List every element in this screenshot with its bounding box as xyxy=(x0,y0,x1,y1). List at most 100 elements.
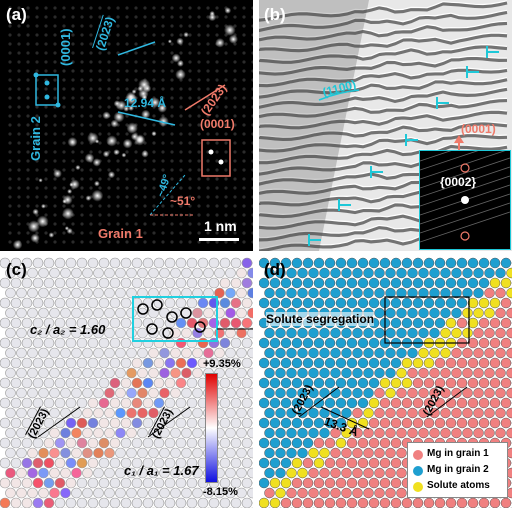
strain-atom xyxy=(115,367,126,379)
lattice-atom xyxy=(179,195,183,199)
strain-atom xyxy=(219,497,231,508)
lattice-atom xyxy=(17,222,21,226)
strain-atom xyxy=(43,297,55,309)
bright-atom-column xyxy=(91,189,104,202)
strain-atom xyxy=(181,487,192,499)
fringe-highlight xyxy=(259,67,508,85)
strain-atom xyxy=(82,287,93,299)
strain-atom xyxy=(27,287,38,299)
strain-atom xyxy=(225,467,236,479)
lattice-atom xyxy=(170,141,174,145)
lattice-atom xyxy=(134,78,138,82)
lattice-atom xyxy=(35,150,39,154)
model-atom xyxy=(467,357,479,369)
model-atom xyxy=(412,377,424,389)
lattice-atom xyxy=(242,204,246,208)
model-atom xyxy=(451,347,462,359)
strain-atom xyxy=(115,307,126,319)
lattice-atom xyxy=(17,114,21,118)
strain-atom xyxy=(131,397,143,409)
lattice-atom xyxy=(17,123,21,127)
lattice-atom xyxy=(71,168,75,172)
model-atom xyxy=(264,487,275,499)
lattice-atom xyxy=(170,231,174,235)
model-atom xyxy=(456,397,468,409)
lattice-atom xyxy=(170,60,174,64)
strain-atom xyxy=(65,377,77,389)
model-atom xyxy=(368,297,380,309)
strain-atom xyxy=(60,407,71,419)
lattice-atom xyxy=(80,222,84,226)
strain-atom xyxy=(120,317,132,329)
model-atom xyxy=(363,287,374,299)
lattice-fringe xyxy=(259,98,508,119)
model-atom xyxy=(390,477,402,489)
model-atom xyxy=(286,487,297,499)
model-atom xyxy=(297,347,308,359)
lattice-atom xyxy=(242,42,246,46)
model-atom xyxy=(335,417,347,429)
strain-atom xyxy=(159,407,170,419)
lattice-atom xyxy=(161,186,165,190)
model-atom xyxy=(401,497,413,508)
strain-atom xyxy=(225,367,236,379)
strain-atom xyxy=(27,387,38,399)
model-atom xyxy=(440,407,451,419)
strain-atom xyxy=(43,457,55,469)
strain-atom xyxy=(230,497,242,508)
lattice-atom xyxy=(197,24,201,28)
model-atom xyxy=(357,457,369,469)
lattice-atom xyxy=(152,33,156,37)
strain-atom xyxy=(236,447,247,459)
lattice-atom xyxy=(251,159,253,163)
strain-atom xyxy=(247,327,253,339)
lattice-atom xyxy=(197,114,201,118)
lattice-atom xyxy=(35,204,39,208)
lattice-atom xyxy=(116,231,120,235)
strain-atom xyxy=(164,317,176,329)
solute-site-circle xyxy=(180,307,192,319)
model-atom xyxy=(286,467,297,479)
strain-atom xyxy=(98,477,110,489)
lattice-atom xyxy=(125,222,129,226)
model-atom xyxy=(280,437,292,449)
model-atom xyxy=(451,407,462,419)
lattice-atom xyxy=(143,222,147,226)
lattice-atom xyxy=(89,186,93,190)
model-atom xyxy=(401,297,413,309)
strain-atom xyxy=(10,377,22,389)
lattice-atom xyxy=(89,114,93,118)
lattice-atom xyxy=(35,42,39,46)
strain-atom xyxy=(93,447,104,459)
lattice-atom xyxy=(26,114,30,118)
lattice-atom xyxy=(8,114,12,118)
lattice-atom xyxy=(179,33,183,37)
strain-atom xyxy=(71,327,82,339)
lattice-atom xyxy=(44,195,48,199)
model-atom xyxy=(269,257,281,269)
lattice-atom xyxy=(53,114,57,118)
bright-atom-column xyxy=(121,152,127,158)
fft-streak xyxy=(420,202,510,234)
lattice-atom xyxy=(125,15,129,19)
model-atom xyxy=(275,327,286,339)
lattice-atom xyxy=(26,168,30,172)
lattice-atom xyxy=(89,69,93,73)
model-atom xyxy=(264,387,275,399)
lattice-atom xyxy=(224,240,228,244)
model-atom xyxy=(379,457,391,469)
strain-atom xyxy=(175,397,187,409)
strain-atom xyxy=(87,477,99,489)
strain-atom xyxy=(60,327,71,339)
model-atom xyxy=(308,287,319,299)
strain-atom xyxy=(21,417,33,429)
strain-atom xyxy=(71,367,82,379)
model-atom xyxy=(407,347,418,359)
lattice-atom xyxy=(125,204,129,208)
strain-atom xyxy=(219,457,231,469)
model-atom xyxy=(462,327,473,339)
lattice-atom xyxy=(251,222,253,226)
lattice-atom xyxy=(26,159,30,163)
model-atom xyxy=(259,437,270,449)
strain-atom xyxy=(109,317,121,329)
